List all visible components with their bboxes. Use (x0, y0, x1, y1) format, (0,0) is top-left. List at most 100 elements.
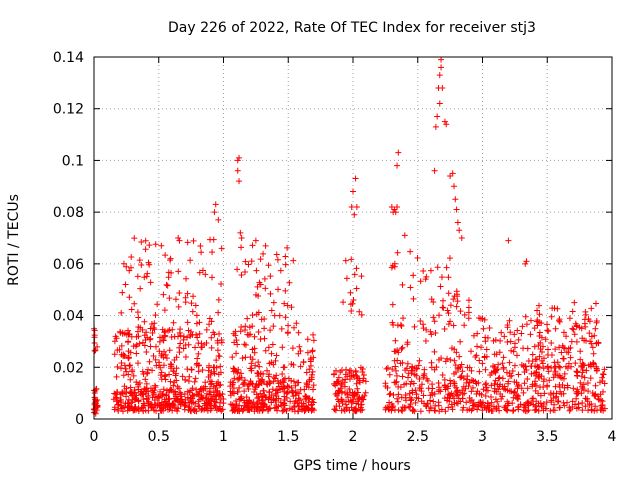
data-point (360, 371, 367, 378)
data-point (427, 328, 434, 335)
data-point (473, 352, 480, 359)
data-point (532, 372, 539, 379)
data-point (536, 311, 543, 318)
data-point (394, 203, 401, 210)
data-point (352, 367, 359, 374)
data-point (167, 257, 174, 264)
data-point (447, 172, 454, 179)
data-point (245, 385, 252, 392)
data-point (159, 334, 166, 341)
data-point (142, 386, 149, 393)
data-point (94, 343, 101, 350)
data-point (297, 348, 304, 355)
data-point (214, 337, 221, 344)
data-point (152, 312, 159, 319)
data-point (310, 399, 317, 406)
data-point (297, 363, 304, 370)
data-point (592, 382, 599, 389)
data-point (232, 328, 239, 335)
data-point (188, 395, 195, 402)
data-point (593, 340, 600, 347)
x-tick-label: 0.5 (148, 429, 170, 445)
data-point (435, 388, 442, 395)
data-point (153, 394, 160, 401)
data-point (563, 349, 570, 356)
data-point (260, 250, 267, 257)
data-point (391, 206, 398, 213)
data-point (130, 392, 137, 399)
data-point (536, 375, 543, 382)
data-point (127, 376, 134, 383)
data-point (517, 401, 524, 408)
data-point (114, 363, 121, 370)
data-point (490, 368, 497, 375)
data-point (289, 345, 296, 352)
data-point (168, 361, 175, 368)
data-point (236, 154, 243, 161)
data-point (227, 401, 234, 408)
data-point (552, 394, 559, 401)
data-point (588, 406, 595, 413)
data-point (210, 329, 217, 336)
data-point (212, 393, 219, 400)
data-point (412, 399, 419, 406)
data-point (358, 401, 365, 408)
data-point (514, 327, 521, 334)
data-point (398, 406, 405, 413)
data-point (561, 402, 568, 409)
data-point (445, 404, 452, 411)
x-tick-label: 2 (349, 429, 358, 445)
data-point (601, 366, 608, 373)
data-point (534, 317, 541, 324)
data-point (481, 403, 488, 410)
data-point (113, 394, 120, 401)
data-point (217, 381, 224, 388)
y-tick-label: 0.08 (53, 205, 84, 221)
data-point (492, 368, 499, 375)
data-point (468, 348, 475, 355)
data-point (600, 407, 607, 414)
data-point (457, 338, 464, 345)
data-point (436, 72, 443, 79)
data-point (262, 285, 269, 292)
data-point (499, 360, 506, 367)
data-point (143, 370, 150, 377)
data-point (236, 384, 243, 391)
data-point (284, 382, 291, 389)
data-point (172, 296, 179, 303)
data-point (392, 363, 399, 370)
data-point (152, 384, 159, 391)
data-point (473, 391, 480, 398)
data-point (277, 267, 284, 274)
data-point (234, 167, 241, 174)
data-point (449, 170, 456, 177)
data-point (267, 273, 274, 280)
data-point (417, 317, 424, 324)
data-point (592, 403, 599, 410)
data-point (523, 366, 530, 373)
data-point (123, 331, 130, 338)
data-point (540, 355, 547, 362)
data-point (551, 407, 558, 414)
data-point (464, 376, 471, 383)
data-point (389, 366, 396, 373)
data-point (522, 313, 529, 320)
data-point (491, 364, 498, 371)
data-point (556, 372, 563, 379)
data-point (356, 308, 363, 315)
data-point (482, 366, 489, 373)
data-point (273, 251, 280, 258)
data-point (285, 383, 292, 390)
data-point (310, 386, 317, 393)
data-point (138, 238, 145, 245)
data-point (284, 302, 291, 309)
data-point (598, 402, 605, 409)
data-point (216, 382, 223, 389)
data-point (591, 407, 598, 414)
data-point (474, 330, 481, 337)
data-point (352, 408, 359, 415)
data-point (416, 375, 423, 382)
data-point (384, 384, 391, 391)
data-point (476, 357, 483, 364)
data-point (164, 282, 171, 289)
